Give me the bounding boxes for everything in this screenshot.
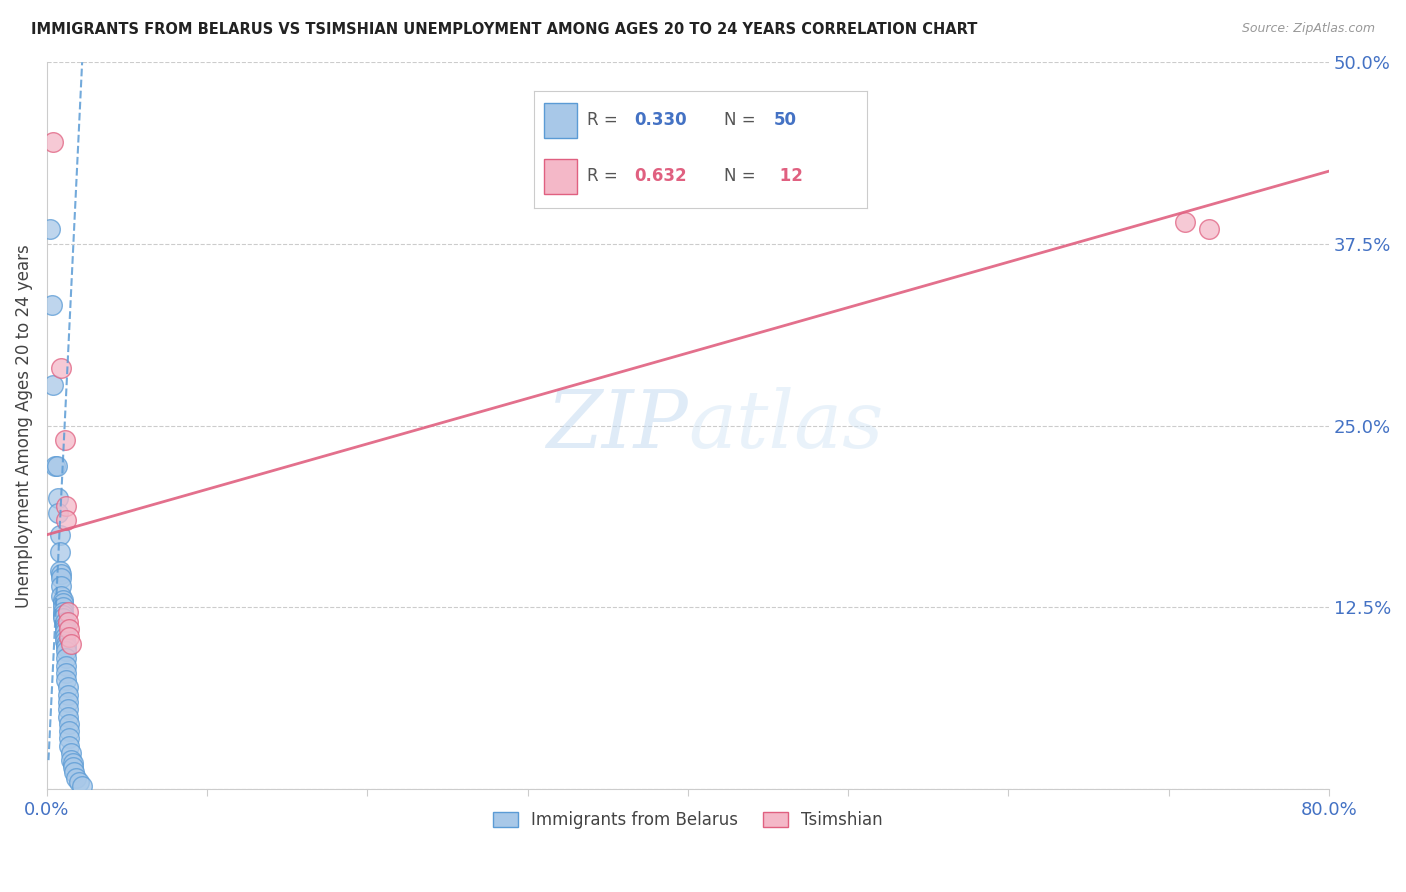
Point — [1173, 215, 1195, 229]
Point — [58, 724, 80, 739]
Text: ZIP: ZIP — [546, 387, 688, 465]
Point — [53, 619, 76, 633]
Point — [55, 658, 77, 673]
Point — [53, 630, 76, 644]
Point — [62, 756, 84, 770]
Y-axis label: Unemployment Among Ages 20 to 24 years: Unemployment Among Ages 20 to 24 years — [15, 244, 32, 607]
Point — [55, 637, 77, 651]
Point — [56, 615, 79, 629]
Point — [59, 753, 82, 767]
Point — [46, 491, 69, 506]
Point — [48, 545, 70, 559]
Point — [55, 513, 77, 527]
Point — [52, 596, 75, 610]
Point — [42, 135, 65, 149]
Point — [55, 651, 77, 665]
Point — [42, 378, 65, 392]
Point — [46, 506, 69, 520]
Point — [1198, 222, 1220, 236]
Point — [62, 760, 84, 774]
Point — [59, 637, 82, 651]
Point — [45, 459, 67, 474]
Point — [48, 527, 70, 541]
Point — [55, 673, 77, 688]
Point — [52, 600, 75, 615]
Point — [52, 593, 75, 607]
Point — [52, 605, 75, 619]
Point — [41, 298, 63, 312]
Point — [51, 567, 73, 582]
Point — [56, 605, 79, 619]
Point — [67, 775, 90, 789]
Point — [56, 709, 79, 723]
Point — [51, 360, 73, 375]
Point — [39, 222, 62, 236]
Text: IMMIGRANTS FROM BELARUS VS TSIMSHIAN UNEMPLOYMENT AMONG AGES 20 TO 24 YEARS CORR: IMMIGRANTS FROM BELARUS VS TSIMSHIAN UNE… — [31, 22, 977, 37]
Text: atlas: atlas — [688, 387, 883, 465]
Point — [51, 571, 73, 585]
Point — [70, 780, 93, 794]
Point — [58, 622, 80, 636]
Point — [55, 640, 77, 654]
Text: Source: ZipAtlas.com: Source: ZipAtlas.com — [1241, 22, 1375, 36]
Point — [63, 764, 86, 779]
Point — [59, 746, 82, 760]
Point — [53, 434, 76, 448]
Point — [53, 615, 76, 629]
Point — [58, 739, 80, 753]
Point — [51, 579, 73, 593]
Point — [56, 681, 79, 695]
Point — [65, 771, 87, 785]
Point — [56, 688, 79, 702]
Point — [58, 716, 80, 731]
Point — [55, 644, 77, 658]
Point — [53, 633, 76, 648]
Point — [55, 665, 77, 680]
Point — [48, 564, 70, 578]
Point — [51, 589, 73, 603]
Point — [58, 731, 80, 746]
Point — [56, 702, 79, 716]
Point — [56, 695, 79, 709]
Point — [52, 607, 75, 622]
Legend: Immigrants from Belarus, Tsimshian: Immigrants from Belarus, Tsimshian — [486, 804, 890, 836]
Point — [44, 459, 66, 474]
Point — [58, 630, 80, 644]
Point — [53, 622, 76, 636]
Point — [52, 610, 75, 624]
Point — [53, 625, 76, 640]
Point — [55, 499, 77, 513]
